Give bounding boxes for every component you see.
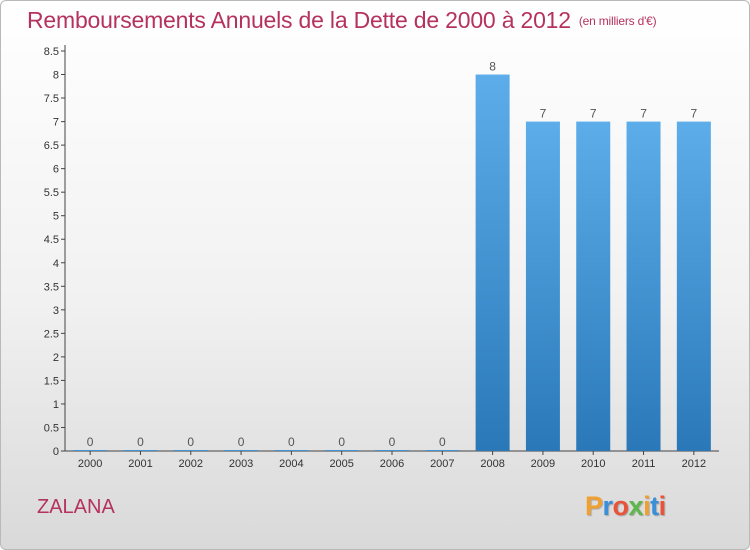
bars <box>73 74 711 452</box>
bar-2003 <box>224 450 259 451</box>
bar-2012 <box>676 121 711 452</box>
bar-2002 <box>173 450 208 451</box>
y-tick-label: 7.5 <box>44 93 59 105</box>
y-tick-label: 4.5 <box>44 234 59 246</box>
place-name: ZALANA <box>37 496 115 518</box>
y-tick-label: 0.5 <box>44 422 59 434</box>
bar-2010 <box>576 121 611 452</box>
logo-letter: i <box>658 491 667 521</box>
bar-2004 <box>274 450 309 451</box>
bar-2005 <box>324 450 359 451</box>
x-tick-label: 2010 <box>581 458 605 470</box>
data-label-2010: 7 <box>590 107 597 121</box>
y-tick-label: 8 <box>53 70 59 82</box>
y-tick-label: 2 <box>53 352 59 364</box>
x-tick-label: 2001 <box>128 458 152 470</box>
proxiti-logo: Proxiti <box>585 491 666 522</box>
data-label-2001: 0 <box>137 435 144 449</box>
chart-title-text: Remboursements Annuels de la Dette de 20… <box>27 7 571 33</box>
chart-unit: (en milliers d'€) <box>578 14 657 28</box>
chart-title: Remboursements Annuels de la Dette de 20… <box>27 7 657 34</box>
x-tick-label: 2011 <box>632 458 656 470</box>
logo-letter: x <box>628 491 644 521</box>
data-label-2012: 7 <box>691 107 698 121</box>
x-tick-label: 2003 <box>229 458 253 470</box>
bar-2009 <box>525 121 560 452</box>
y-tick-label: 4 <box>53 258 59 270</box>
data-label-2006: 0 <box>389 435 396 449</box>
data-label-2011: 7 <box>640 107 647 121</box>
logo-letter: i <box>643 491 651 521</box>
x-tick-label: 2006 <box>380 458 404 470</box>
axes: 0 0.5 1 1.5 2 2.5 3 3.5 4 4.5 5 5.5 6 6.5 7 7.5 8 8.5 <box>44 45 719 458</box>
data-label-2000: 0 <box>87 435 94 449</box>
x-tick-label: 2005 <box>329 458 353 470</box>
y-tick-label: 7 <box>53 117 59 129</box>
x-tick-label: 2000 <box>78 458 102 470</box>
x-tick-label: 2002 <box>179 458 203 470</box>
bar-2000 <box>73 450 108 451</box>
x-tick-label: 2007 <box>430 458 454 470</box>
data-label-2007: 0 <box>439 435 446 449</box>
bar-2006 <box>375 450 409 451</box>
y-tick-label: 0 <box>53 446 59 458</box>
data-label-2002: 0 <box>187 435 194 449</box>
bar-2011 <box>626 121 661 452</box>
x-tick-label: 2012 <box>682 458 706 470</box>
logo-letter: P <box>585 491 603 521</box>
data-label-2009: 7 <box>540 107 547 121</box>
data-label-2005: 0 <box>338 435 345 449</box>
x-tick-label: 2009 <box>531 458 555 470</box>
bar-2008 <box>475 74 510 451</box>
bar-2007 <box>425 450 460 451</box>
data-label-2003: 0 <box>238 435 245 449</box>
x-tick-label: 2004 <box>279 458 303 470</box>
y-tick-label: 5 <box>53 211 59 223</box>
bar-2001 <box>123 450 158 451</box>
data-label-2008: 8 <box>489 60 496 74</box>
logo-letter: r <box>602 491 614 521</box>
y-tick-label: 8.5 <box>44 46 59 58</box>
x-tick-label: 2008 <box>480 458 504 470</box>
y-tick-label: 5.5 <box>44 187 59 199</box>
y-tick-label: 2.5 <box>44 328 59 340</box>
logo-letter: o <box>612 491 630 521</box>
y-tick-label: 1 <box>53 399 59 411</box>
y-tick-label: 6 <box>53 164 59 176</box>
y-tick-label: 3 <box>53 305 59 317</box>
data-label-2004: 0 <box>288 435 295 449</box>
y-tick-label: 3.5 <box>44 281 59 293</box>
y-tick-label: 6.5 <box>44 140 59 152</box>
logo-letter: t <box>650 491 659 521</box>
y-tick-label: 1.5 <box>44 375 59 387</box>
labels: 2000 0 2001 0 2002 0 2003 0 2004 0 2005 0 2006 0 2007 0… <box>78 60 706 470</box>
